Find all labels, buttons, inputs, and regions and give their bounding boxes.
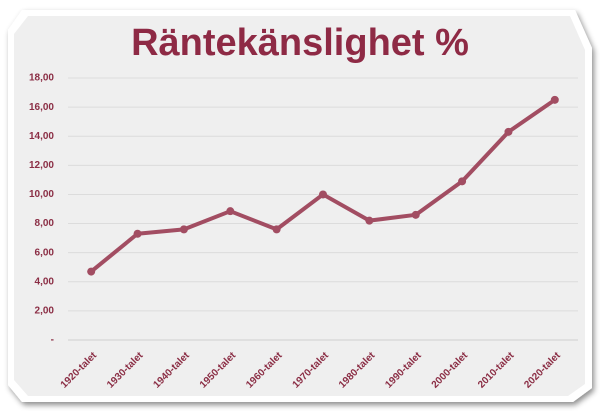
y-tick-label: -: [51, 335, 54, 346]
y-tick-label: 16,00: [29, 102, 54, 113]
marker: [87, 267, 96, 276]
marker: [550, 95, 559, 104]
y-tick-label: 2,00: [35, 306, 55, 317]
marker: [133, 229, 142, 238]
marker: [504, 127, 513, 136]
y-tick-label: 10,00: [29, 189, 54, 200]
y-tick-label: 4,00: [35, 276, 55, 287]
y-tick-label: 18,00: [29, 73, 54, 84]
marker: [365, 216, 374, 225]
chart-title: Räntekänslighet %: [131, 22, 469, 64]
y-tick-label: 8,00: [35, 218, 55, 229]
marker: [272, 225, 281, 234]
y-tick-label: 14,00: [29, 131, 54, 142]
marker: [319, 190, 327, 199]
plot-background: [14, 16, 585, 396]
marker: [411, 210, 420, 219]
marker: [458, 177, 467, 186]
marker: [226, 207, 235, 216]
y-tick-label: 6,00: [35, 247, 55, 258]
marker: [179, 225, 188, 234]
y-tick-label: 12,00: [29, 160, 54, 171]
